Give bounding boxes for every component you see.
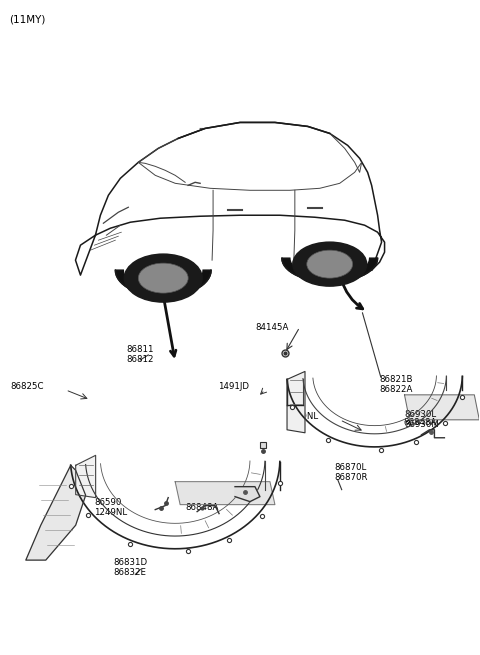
Polygon shape	[287, 371, 305, 433]
Polygon shape	[282, 258, 378, 282]
Polygon shape	[115, 270, 211, 297]
Text: 1491JD: 1491JD	[218, 383, 249, 392]
Ellipse shape	[124, 254, 202, 302]
Text: (11MY): (11MY)	[9, 14, 45, 25]
Polygon shape	[26, 465, 85, 560]
Polygon shape	[405, 395, 480, 420]
Polygon shape	[75, 122, 384, 275]
Text: 84145A: 84145A	[255, 322, 288, 331]
Text: 86870L
86870R: 86870L 86870R	[335, 463, 368, 482]
Polygon shape	[76, 455, 96, 498]
Text: 86590
1249NL: 86590 1249NL	[95, 498, 128, 517]
Text: 86825C: 86825C	[11, 383, 44, 392]
Text: 86848A: 86848A	[404, 419, 437, 427]
Text: 86848A: 86848A	[185, 503, 218, 512]
Text: 86930L
86930M: 86930L 86930M	[405, 410, 439, 429]
Text: 86831D
86832E: 86831D 86832E	[113, 558, 147, 577]
Ellipse shape	[307, 250, 353, 278]
Polygon shape	[175, 481, 275, 504]
Ellipse shape	[293, 242, 367, 286]
Ellipse shape	[138, 263, 188, 293]
Polygon shape	[235, 487, 260, 502]
Text: 86821B
86822A: 86821B 86822A	[380, 375, 413, 394]
Text: 1249NL: 1249NL	[285, 412, 318, 421]
Text: 86811
86812: 86811 86812	[127, 345, 154, 364]
